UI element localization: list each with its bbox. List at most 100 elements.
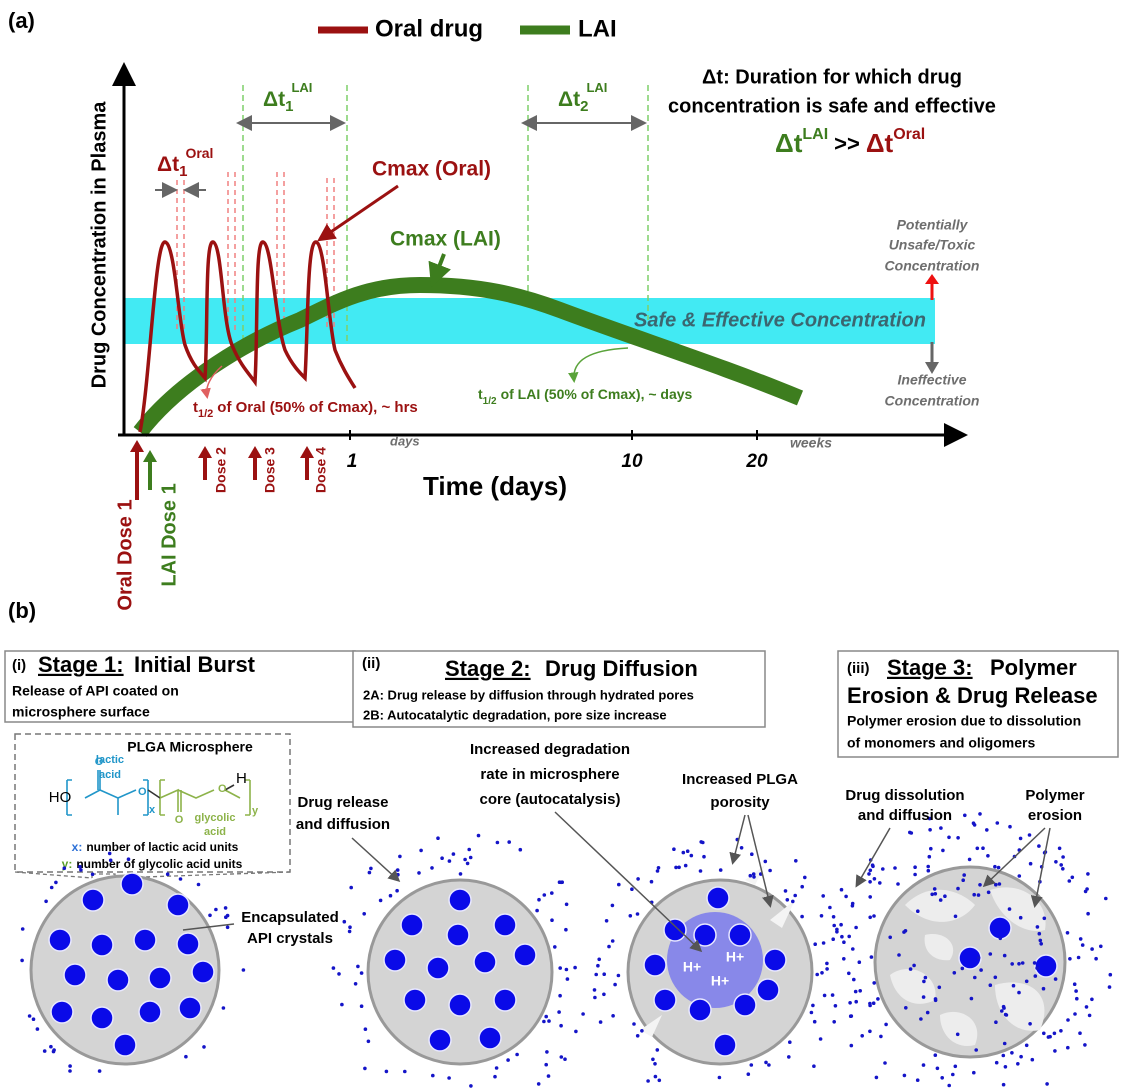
x-tick-label: 1 bbox=[347, 451, 358, 472]
drug-dot bbox=[870, 955, 874, 959]
drug-dot bbox=[794, 859, 798, 863]
drug-dot bbox=[602, 993, 606, 997]
cmax-arrow bbox=[434, 254, 444, 280]
unit-label: days bbox=[390, 433, 420, 448]
drug-dot bbox=[764, 860, 768, 864]
drug-dot bbox=[764, 1061, 768, 1065]
drug-dot bbox=[1021, 961, 1025, 965]
drug-dot bbox=[32, 1017, 36, 1021]
drug-dot bbox=[1000, 1009, 1004, 1013]
drug-dot bbox=[1004, 1065, 1008, 1069]
drug-dot bbox=[447, 1076, 451, 1080]
text-part: 1/2 bbox=[483, 396, 497, 407]
drug-dot bbox=[934, 892, 938, 896]
drug-dot bbox=[871, 863, 875, 867]
drug-dot bbox=[184, 1055, 188, 1059]
toxic-label: Concentration bbox=[885, 258, 980, 274]
drug-dot bbox=[699, 869, 703, 873]
half-life-arrow bbox=[574, 348, 628, 380]
shape bbox=[130, 440, 144, 452]
api-crystal bbox=[689, 999, 711, 1021]
drug-dot bbox=[954, 1065, 958, 1069]
drug-dot bbox=[109, 859, 113, 863]
drug-dot bbox=[1034, 974, 1038, 978]
drug-dot bbox=[803, 876, 807, 880]
drug-dot bbox=[989, 983, 993, 987]
drug-dot bbox=[651, 1058, 655, 1062]
drug-dot bbox=[1081, 943, 1085, 947]
drug-dot bbox=[1099, 945, 1103, 949]
drug-dot bbox=[922, 980, 926, 984]
drug-dot bbox=[674, 866, 678, 870]
y-axis-label: Drug Concentration in Plasma bbox=[88, 101, 110, 389]
drug-dot bbox=[656, 869, 660, 873]
drug-dot bbox=[1017, 962, 1021, 966]
drug-dot bbox=[854, 990, 858, 994]
text-part: 2 bbox=[580, 98, 588, 115]
drug-dot bbox=[558, 880, 562, 884]
drug-dot bbox=[1028, 1022, 1032, 1026]
drug-dot bbox=[166, 872, 170, 876]
api-crystal bbox=[149, 967, 171, 989]
drug-dot bbox=[970, 997, 974, 1001]
drug-dot bbox=[646, 1079, 650, 1083]
drug-dot bbox=[1042, 1032, 1046, 1036]
api-crystal bbox=[177, 933, 199, 955]
callout: API crystals bbox=[247, 930, 333, 947]
drug-dot bbox=[1008, 825, 1012, 829]
drug-dot bbox=[515, 1053, 519, 1057]
drug-dot bbox=[840, 888, 844, 892]
drug-dot bbox=[752, 872, 756, 876]
drug-dot bbox=[360, 1004, 364, 1008]
drug-dot bbox=[876, 997, 880, 1001]
unit-label: weeks bbox=[790, 435, 832, 451]
drug-dot bbox=[791, 900, 795, 904]
drug-dot bbox=[832, 1020, 836, 1024]
drug-dot bbox=[893, 866, 897, 870]
drug-dot bbox=[1039, 939, 1043, 943]
plga-atom: O bbox=[218, 783, 227, 795]
drug-dot bbox=[840, 935, 844, 939]
callout: Encapsulated bbox=[241, 909, 339, 926]
drug-dot bbox=[854, 926, 858, 930]
x-tick-label: 10 bbox=[621, 451, 643, 472]
drug-dot bbox=[607, 945, 611, 949]
drug-dot bbox=[636, 877, 640, 881]
drug-dot bbox=[1025, 1044, 1029, 1048]
drug-dot bbox=[542, 1020, 546, 1024]
superscript: LAI bbox=[802, 126, 828, 143]
drug-dot bbox=[1078, 1031, 1082, 1035]
api-crystal bbox=[167, 894, 189, 916]
drug-dot bbox=[972, 893, 976, 897]
callout: erosion bbox=[1028, 807, 1082, 824]
drug-dot bbox=[1019, 1055, 1023, 1059]
drug-dot bbox=[242, 968, 246, 972]
drug-dot bbox=[21, 927, 25, 931]
drug-dot bbox=[810, 1011, 814, 1015]
api-crystal bbox=[494, 914, 516, 936]
plga-legend: y:number of glycolic acid units bbox=[62, 857, 243, 871]
plga-title: PLGA Microsphere bbox=[127, 739, 253, 755]
drug-dot bbox=[750, 1063, 754, 1067]
definition: Δt: Duration for which drug bbox=[702, 66, 962, 88]
drug-dot bbox=[1084, 890, 1088, 894]
drug-dot bbox=[812, 1064, 816, 1068]
proton: H+ bbox=[726, 949, 744, 965]
stage-number: (i) bbox=[12, 657, 26, 674]
drug-dot bbox=[466, 862, 470, 866]
api-crystal bbox=[707, 887, 729, 909]
drug-dot bbox=[998, 882, 1002, 886]
drug-dot bbox=[819, 1037, 823, 1041]
api-crystal bbox=[179, 997, 201, 1019]
drug-dot bbox=[933, 887, 937, 891]
drug-dot bbox=[868, 1004, 872, 1008]
api-crystal bbox=[729, 924, 751, 946]
callout: core (autocatalysis) bbox=[480, 791, 621, 808]
text-part: number of glycolic acid units bbox=[76, 857, 242, 871]
drug-dot bbox=[858, 989, 862, 993]
drug-dot bbox=[459, 872, 463, 876]
drug-dot bbox=[961, 878, 965, 882]
drug-dot bbox=[922, 995, 926, 999]
drug-dot bbox=[398, 855, 402, 859]
drug-dot bbox=[951, 1073, 955, 1077]
